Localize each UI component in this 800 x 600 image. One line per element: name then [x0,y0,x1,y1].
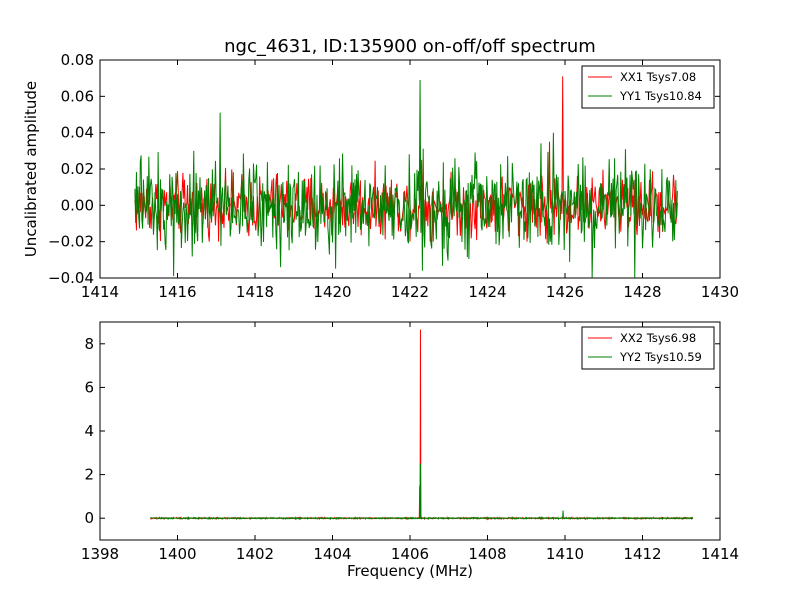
y-tick-label: 0.08 [61,51,94,69]
y-tick-label: −0.04 [48,269,94,287]
x-axis-label: Frequency (MHz) [347,562,473,580]
y-tick-label: 0.06 [61,87,94,105]
x-tick-label: 1424 [468,283,506,301]
x-tick-label: 1428 [623,283,661,301]
x-tick-label: 1414 [701,545,739,563]
y-tick-label: 0.02 [61,160,94,178]
plot-area [134,76,678,278]
y-tick-label: 4 [84,422,94,440]
bottom-panel: 1398 1400 1402 1404 1406 1408 1410 1412 1414 0 2 4 6… [81,321,739,580]
x-tick-label: 1404 [313,545,351,563]
x-tick-label: 1408 [468,545,506,563]
x-tick-label: 1412 [623,545,661,563]
legend-label: YY1 Tsys10.84 [619,89,702,103]
legend-label: XX1 Tsys7.08 [620,70,696,84]
legend: XX1 Tsys7.08 YY1 Tsys10.84 [581,65,715,109]
y-tick-label: −0.02 [48,233,94,251]
y-tick-label: 2 [84,466,94,484]
x-tick-label: 1406 [391,545,429,563]
series-line-2 [150,463,694,521]
x-tick-label: 1410 [546,545,584,563]
y-tick-label: 8 [84,335,94,353]
y-tick-label: 0 [84,509,94,527]
y-tick-label: 0.00 [61,196,94,214]
x-tick-label: 1418 [236,283,274,301]
figure-title: ngc_4631, ID:135900 on-off/off spectrum [224,36,596,57]
x-tick-label: 1414 [81,283,119,301]
x-tick-label: 1426 [546,283,584,301]
x-tick-label: 1402 [236,545,274,563]
x-tick-label: 1400 [158,545,196,563]
x-tick-label: 1422 [391,283,429,301]
series-line-1 [134,76,678,244]
y-tick-label: 6 [84,378,94,396]
plot-area [150,329,694,521]
x-tick-label: 1420 [313,283,351,301]
x-tick-label: 1398 [81,545,119,563]
legend-label: YY2 Tsys10.59 [619,350,702,364]
series-line-2 [134,79,678,278]
legend: XX2 Tsys6.98 YY2 Tsys10.59 [581,326,715,370]
x-tick-label: 1416 [158,283,196,301]
x-tick-label: 1430 [701,283,739,301]
legend-box [581,326,715,370]
legend-label: XX2 Tsys6.98 [620,331,696,345]
y-axis-label: Uncalibrated amplitude [22,81,40,257]
y-tick-label: 0.04 [61,124,94,142]
top-panel: 1414 1416 1418 1420 1422 1424 1426 1428 1430 −0.0… [22,51,739,301]
legend-box [581,65,715,109]
